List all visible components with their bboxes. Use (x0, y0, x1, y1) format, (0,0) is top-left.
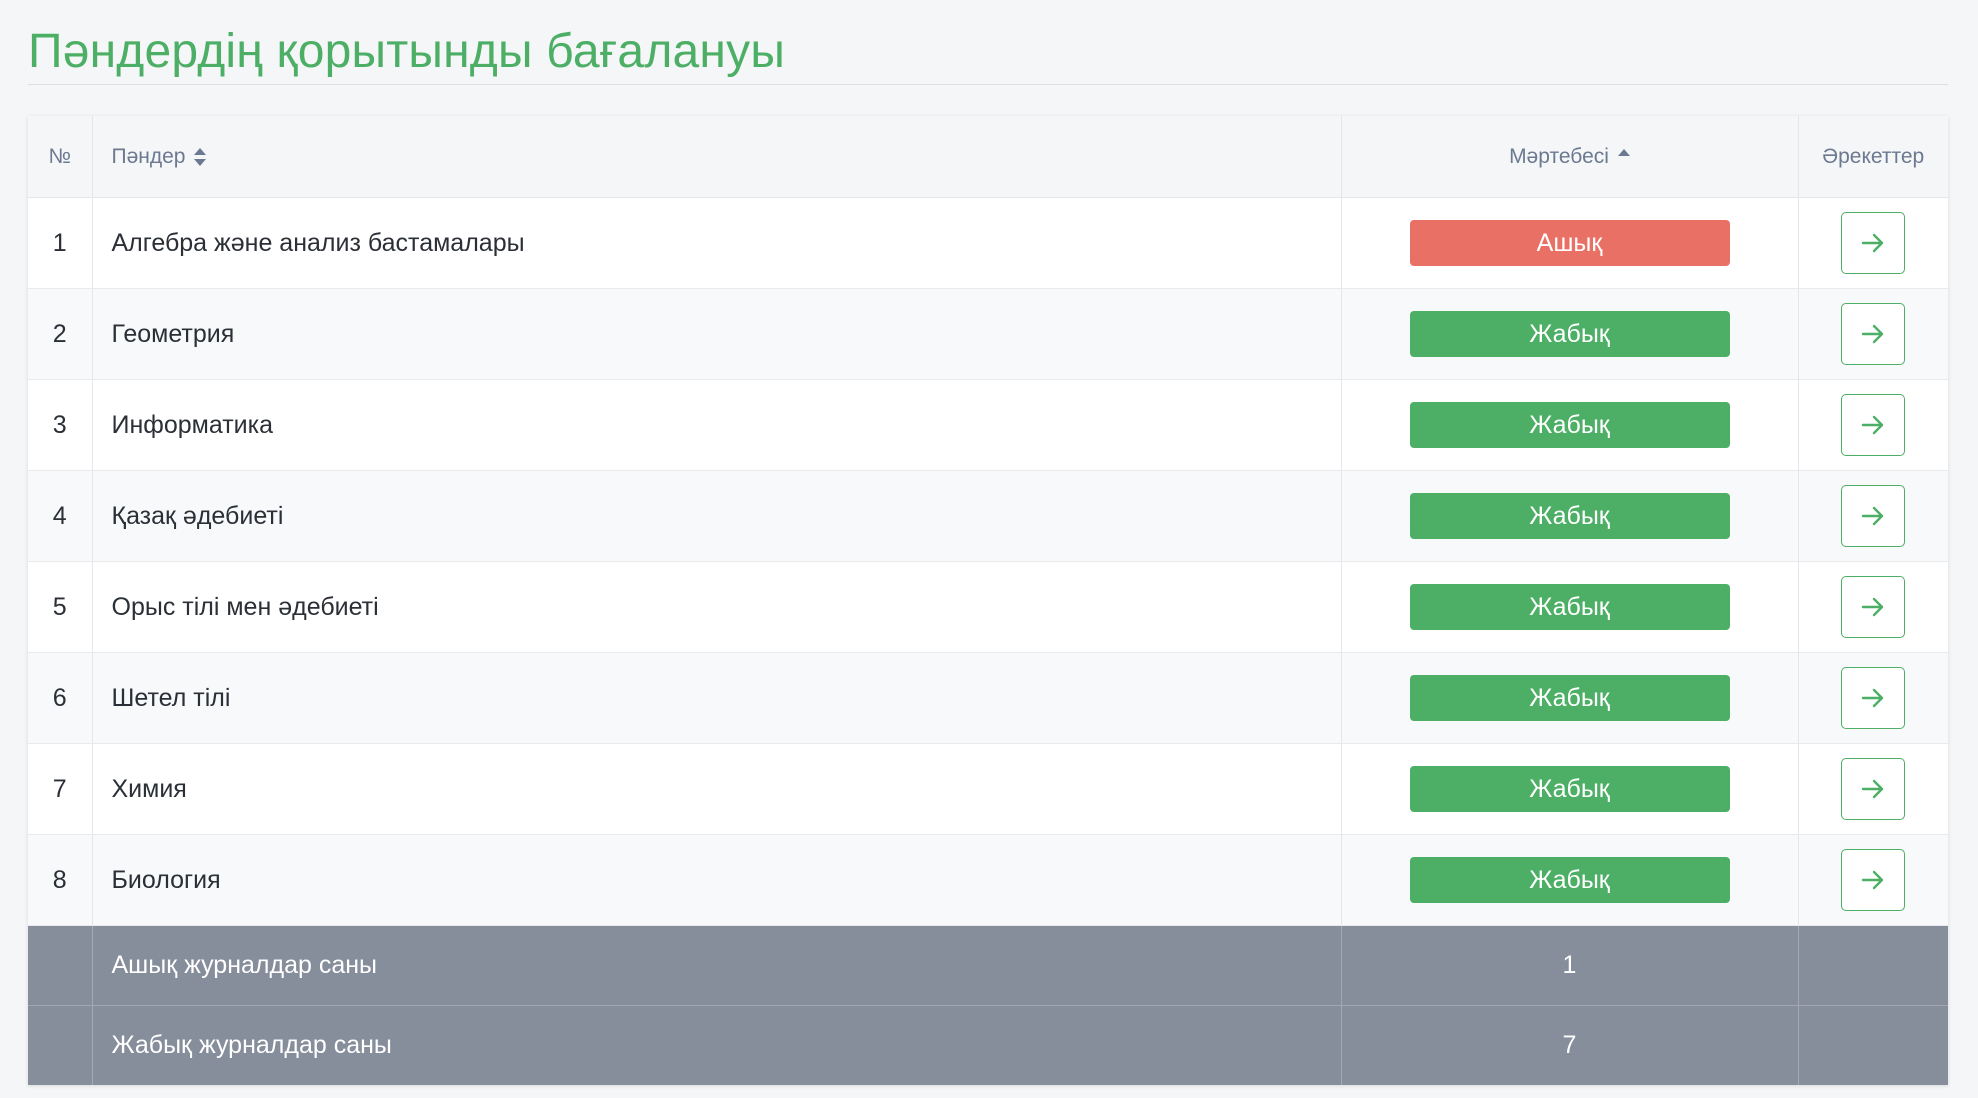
status-cell: Жабық (1341, 743, 1799, 835)
status-badge: Жабық (1409, 402, 1730, 448)
sort-ascending-icon[interactable] (1617, 149, 1630, 157)
row-number: 2 (28, 288, 93, 380)
status-cell: Жабық (1341, 834, 1799, 926)
status-badge: Жабық (1409, 675, 1730, 721)
status-badge: Жабық (1409, 857, 1730, 903)
status-cell: Жабық (1341, 379, 1799, 471)
actions-cell (1798, 743, 1948, 835)
subject-name: Информатика (92, 379, 1342, 471)
status-badge: Жабық (1409, 766, 1730, 812)
summary-row: Ашық журналдар саны 1 (28, 925, 1948, 1006)
open-subject-button[interactable] (1841, 849, 1906, 911)
summary-empty-cell (1798, 925, 1948, 1006)
table-header-row: № Пәндер Мәртебесі Әрекеттер (28, 116, 1948, 198)
status-cell: Жабық (1341, 288, 1799, 380)
open-subject-button[interactable] (1841, 667, 1906, 729)
table-row: 1 Алгебра және анализ бастамалары Ашық (28, 197, 1948, 289)
header-status[interactable]: Мәртебесі (1341, 116, 1799, 198)
status-cell: Жабық (1341, 561, 1799, 653)
table-body: 1 Алгебра және анализ бастамалары Ашық 2 Гео… (28, 197, 1948, 1085)
status-badge: Жабық (1409, 493, 1730, 539)
summary-value: 7 (1341, 1005, 1799, 1085)
header-status-label[interactable]: Мәртебесі (1509, 144, 1609, 168)
row-number: 1 (28, 197, 93, 289)
row-number: 3 (28, 379, 93, 471)
status-badge: Жабық (1409, 311, 1730, 357)
actions-cell (1798, 288, 1948, 380)
actions-cell (1798, 197, 1948, 289)
table-row: 6 Шетел тілі Жабық (28, 652, 1948, 744)
header-number-label: № (48, 144, 72, 168)
subjects-table-card: № Пәндер Мәртебесі Әрекеттер 1 Алгебра жә… (28, 116, 1948, 1085)
header-subjects-label[interactable]: Пәндер (111, 144, 186, 168)
subject-name: Орыс тілі мен әдебиеті (92, 561, 1342, 653)
actions-cell (1798, 379, 1948, 471)
status-cell: Жабық (1341, 652, 1799, 744)
header-number: № (28, 116, 93, 198)
summary-row: Жабық журналдар саны 7 (28, 1005, 1948, 1085)
summary-empty-cell (28, 925, 93, 1006)
status-badge: Ашық (1409, 220, 1730, 266)
subject-name: Биология (92, 834, 1342, 926)
open-subject-button[interactable] (1841, 212, 1906, 274)
table-row: 8 Биология Жабық (28, 834, 1948, 926)
actions-cell (1798, 470, 1948, 562)
status-cell: Ашық (1341, 197, 1799, 289)
row-number: 4 (28, 470, 93, 562)
row-number: 5 (28, 561, 93, 653)
open-subject-button[interactable] (1841, 576, 1906, 638)
summary-label: Жабық журналдар саны (92, 1005, 1342, 1085)
subject-name: Химия (92, 743, 1342, 835)
subject-name: Шетел тілі (92, 652, 1342, 744)
table-row: 5 Орыс тілі мен әдебиеті Жабық (28, 561, 1948, 653)
actions-cell (1798, 652, 1948, 744)
actions-cell (1798, 561, 1948, 653)
open-subject-button[interactable] (1841, 394, 1906, 456)
status-badge: Жабық (1409, 584, 1730, 630)
header-actions: Әрекеттер (1798, 116, 1948, 198)
title-divider (28, 84, 1948, 85)
summary-empty-cell (28, 1005, 93, 1085)
header-subjects[interactable]: Пәндер (92, 116, 1342, 198)
summary-empty-cell (1798, 1005, 1948, 1085)
row-number: 7 (28, 743, 93, 835)
table-row: 2 Геометрия Жабық (28, 288, 1948, 380)
status-cell: Жабық (1341, 470, 1799, 562)
subject-name: Қазақ әдебиеті (92, 470, 1342, 562)
header-actions-label: Әрекеттер (1822, 144, 1925, 168)
page-title: Пәндердің қорытынды бағалануы (28, 25, 786, 78)
open-subject-button[interactable] (1841, 303, 1906, 365)
subject-name: Алгебра және анализ бастамалары (92, 197, 1342, 289)
row-number: 6 (28, 652, 93, 744)
table-row: 4 Қазақ әдебиеті Жабық (28, 470, 1948, 562)
actions-cell (1798, 834, 1948, 926)
subject-name: Геометрия (92, 288, 1342, 380)
summary-label: Ашық журналдар саны (92, 925, 1342, 1006)
open-subject-button[interactable] (1841, 485, 1906, 547)
table-row: 3 Информатика Жабық (28, 379, 1948, 471)
row-number: 8 (28, 834, 93, 926)
subjects-table: № Пәндер Мәртебесі Әрекеттер 1 Алгебра жә… (28, 116, 1948, 1085)
table-row: 7 Химия Жабық (28, 743, 1948, 835)
sort-both-icon[interactable] (193, 147, 207, 167)
open-subject-button[interactable] (1841, 758, 1906, 820)
summary-value: 1 (1341, 925, 1799, 1006)
